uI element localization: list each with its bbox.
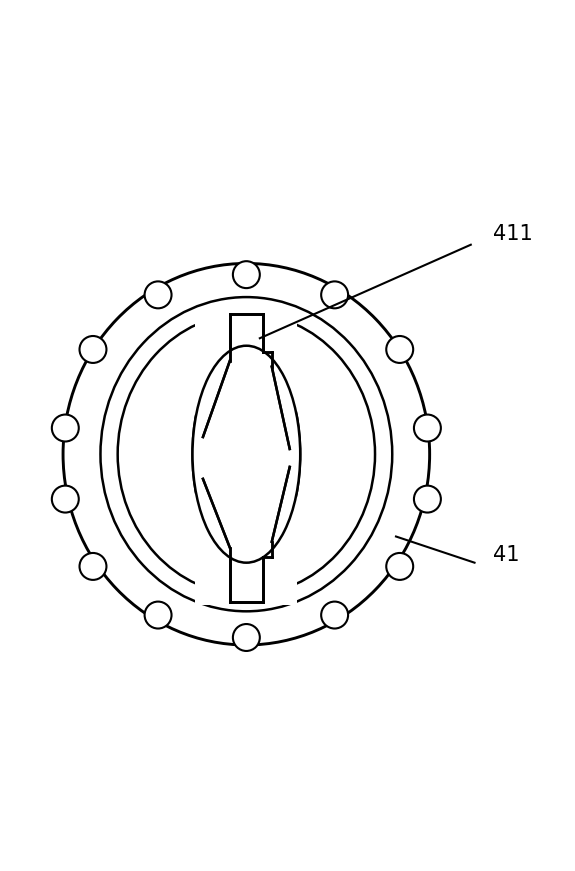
- Ellipse shape: [386, 553, 413, 580]
- Ellipse shape: [321, 281, 348, 308]
- Ellipse shape: [101, 297, 392, 611]
- Polygon shape: [203, 361, 290, 458]
- Ellipse shape: [63, 263, 430, 645]
- Ellipse shape: [118, 314, 375, 595]
- Ellipse shape: [79, 336, 106, 363]
- Ellipse shape: [144, 281, 171, 308]
- Ellipse shape: [193, 346, 300, 563]
- Polygon shape: [230, 314, 263, 361]
- Ellipse shape: [321, 602, 348, 629]
- Ellipse shape: [233, 624, 260, 651]
- Polygon shape: [230, 548, 263, 602]
- Ellipse shape: [52, 415, 79, 442]
- Ellipse shape: [414, 415, 441, 442]
- Ellipse shape: [233, 261, 260, 288]
- Ellipse shape: [386, 336, 413, 363]
- Ellipse shape: [414, 486, 441, 512]
- Ellipse shape: [52, 486, 79, 512]
- Ellipse shape: [144, 602, 171, 629]
- Ellipse shape: [193, 346, 300, 563]
- Text: 41: 41: [493, 545, 520, 565]
- Polygon shape: [196, 311, 297, 605]
- Polygon shape: [203, 314, 290, 602]
- Text: 411: 411: [493, 224, 533, 244]
- Ellipse shape: [79, 553, 106, 580]
